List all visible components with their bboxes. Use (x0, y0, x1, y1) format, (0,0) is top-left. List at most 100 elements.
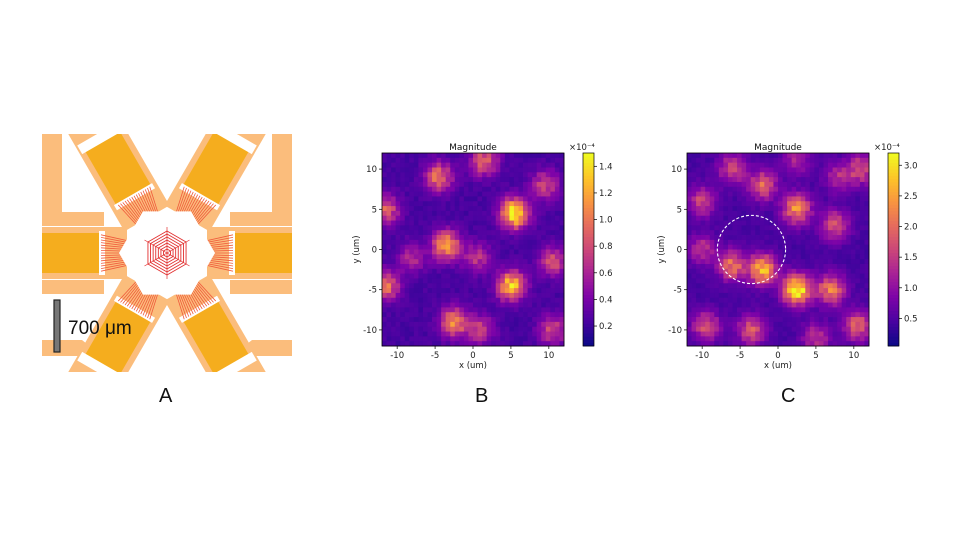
heatmap-cell (409, 181, 415, 188)
scale-bar: 700 μm (53, 299, 132, 353)
heatmap-cell (532, 196, 538, 202)
heatmap-cell (737, 239, 742, 246)
heatmap-cell (504, 254, 510, 260)
heatmap-cell (764, 167, 770, 173)
heatmap-cell (818, 288, 824, 294)
heatmap-cell (696, 206, 702, 212)
heatmap-cell (432, 172, 437, 178)
heatmap-cell (554, 278, 560, 284)
heatmap-cell (864, 153, 870, 159)
heatmap-cell (427, 292, 433, 299)
heatmap-cell (864, 196, 870, 202)
heatmap-cell (532, 273, 538, 279)
heatmap-cell (809, 341, 815, 347)
heatmap-cell (513, 230, 519, 236)
heatmap-cell (818, 278, 824, 284)
heatmap-cell (800, 157, 806, 164)
heatmap-cell (855, 283, 861, 289)
heatmap-cell (814, 273, 820, 279)
heatmap-cell (404, 331, 410, 337)
heatmap-cell (404, 196, 410, 202)
heatmap-cell (513, 186, 519, 192)
colorbar-segment (583, 201, 594, 205)
heatmap-cell (787, 181, 793, 188)
heatmap-cell (759, 230, 765, 236)
heatmap-cell (714, 177, 720, 183)
heatmap-cell (859, 249, 865, 255)
heatmap-cell (409, 249, 415, 255)
heatmap-cell (559, 167, 565, 173)
heatmap-cell (532, 321, 538, 328)
heatmap-cell (395, 153, 401, 159)
heatmap-cell (518, 201, 524, 207)
heatmap-cell (787, 206, 793, 212)
heatmap-cell (759, 254, 765, 260)
heatmap-cell (778, 273, 783, 279)
heatmap-cell (454, 181, 460, 188)
heatmap-cell (714, 307, 720, 313)
heatmap-cell (550, 172, 556, 178)
heatmap-cell (750, 210, 756, 217)
heatmap-cell (732, 268, 738, 275)
heatmap-cell (486, 186, 492, 192)
heatmap-cell (759, 312, 765, 318)
heatmap-cell (832, 283, 838, 289)
heatmap-cell (705, 292, 711, 299)
heatmap-cell (536, 186, 542, 192)
heatmap-cell (541, 206, 547, 212)
heatmap-cell (823, 157, 829, 164)
heatmap-cell (768, 162, 774, 168)
heatmap-cell (746, 206, 752, 212)
colorbar-segment (888, 226, 899, 231)
heatmap-cell (441, 249, 447, 255)
heatmap-cell (432, 162, 437, 168)
heatmap-cell (727, 312, 733, 318)
heatmap-cell (791, 210, 797, 217)
heatmap-cell (527, 210, 533, 217)
heatmap-cell (773, 317, 779, 323)
heatmap-cell (755, 215, 761, 221)
heatmap-cell (427, 157, 433, 164)
heatmap-cell (500, 153, 506, 159)
heatmap-cell (727, 263, 733, 270)
colorbar-segment (888, 259, 899, 263)
heatmap-cell (759, 201, 765, 207)
heatmap-cell (709, 317, 715, 323)
heatmap-cell (391, 307, 397, 313)
heatmap-cell (759, 317, 765, 323)
heatmap-cell (554, 302, 560, 308)
heatmap-cell (687, 239, 692, 246)
heatmap-cell (554, 317, 560, 323)
heatmap-cell (723, 259, 729, 265)
heatmap-cell (482, 220, 488, 226)
heatmap-cell (486, 215, 492, 221)
heatmap-cell (427, 288, 433, 294)
heatmap-cell (850, 331, 856, 337)
heatmap-cell (422, 302, 428, 308)
heatmap-cell (846, 172, 852, 178)
heatmap-cell (513, 302, 519, 308)
heatmap-cell (391, 215, 397, 221)
y-tick-label: -5 (674, 286, 682, 296)
heatmap-cell (809, 167, 815, 173)
heatmap-cell (800, 254, 806, 260)
heatmap-cell (846, 273, 852, 279)
heatmap-cell (718, 196, 724, 202)
heatmap-cell (705, 254, 711, 260)
heatmap-cell (727, 181, 733, 188)
heatmap-cell (432, 196, 437, 202)
heatmap-cell (691, 210, 697, 217)
heatmap-cell (718, 220, 724, 226)
heatmap-cell (504, 201, 510, 207)
heatmap-cell (796, 312, 802, 318)
heatmap-cell (432, 244, 437, 250)
heatmap-cell (432, 220, 437, 226)
heatmap-cell (559, 336, 565, 342)
heatmap-cell (696, 230, 702, 236)
heatmap-cell (832, 292, 838, 299)
heatmap-cell (768, 307, 774, 313)
heatmap-cell (418, 230, 424, 236)
heatmap-cell (382, 249, 387, 255)
heatmap-cell (846, 210, 852, 217)
heatmap-cell (705, 249, 711, 255)
